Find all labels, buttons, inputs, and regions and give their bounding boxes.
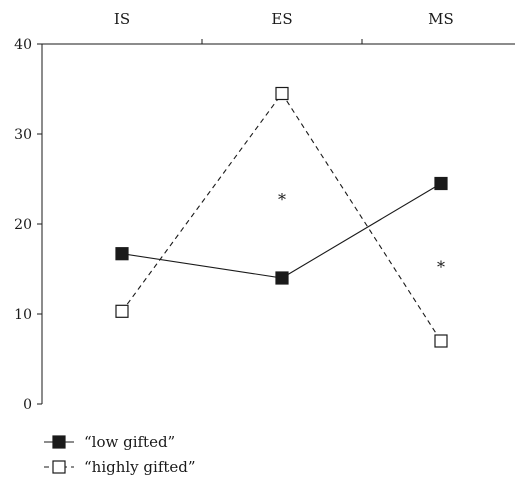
- y-tick-label: 30: [14, 127, 32, 143]
- annotation-layer: **: [278, 190, 445, 277]
- data-point-marker: [275, 271, 289, 285]
- x-tick-label: IS: [114, 10, 130, 28]
- legend-marker-1: [52, 435, 66, 449]
- x-tick-label: MS: [428, 10, 454, 28]
- legend-label-2: “highly gifted”: [84, 458, 196, 476]
- data-point-marker: [275, 86, 289, 101]
- y-tick-label: 20: [14, 217, 32, 233]
- significance-asterisk: *: [437, 258, 445, 277]
- series-line-2: [121, 92, 442, 342]
- y-tick-label: 10: [14, 307, 32, 323]
- legend-marker-2: [52, 460, 66, 474]
- data-point-marker: [434, 334, 448, 348]
- significance-asterisk: *: [278, 190, 286, 209]
- data-point-marker: [115, 247, 129, 261]
- legend: “low gifted” “highly gifted”: [44, 433, 196, 476]
- x-tick-label: ES: [271, 10, 292, 28]
- series-layer: [115, 86, 448, 348]
- legend-label-1: “low gifted”: [84, 433, 175, 451]
- axes: IS ES MS 0 10 20 30 40: [14, 10, 515, 413]
- data-point-marker: [434, 176, 448, 191]
- y-tick-label: 40: [14, 37, 32, 53]
- y-tick-label: 0: [23, 397, 32, 413]
- data-point-marker: [115, 304, 129, 318]
